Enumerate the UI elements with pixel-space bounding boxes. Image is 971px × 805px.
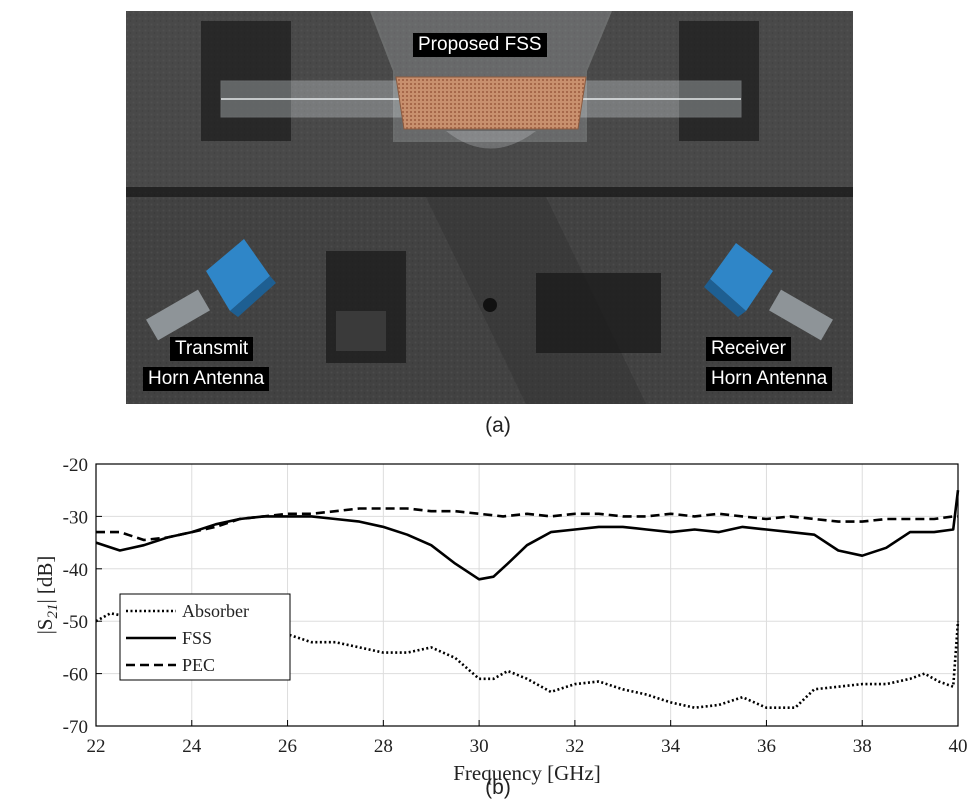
x-tick-label: 30: [470, 736, 489, 757]
legend-label-fss: FSS: [182, 628, 212, 648]
transmit-label-line2: Horn Antenna: [143, 367, 270, 391]
plot-frame: [95, 463, 959, 727]
measurement-setup-photo: Proposed FSS Transmit Horn Antenna Recei…: [126, 11, 853, 404]
legend-label-pec: PEC: [182, 655, 215, 675]
series-line-pec: [96, 507, 958, 542]
x-tick-label: 40: [949, 736, 968, 757]
x-tick-label: 32: [565, 736, 584, 757]
y-tick-label: -30: [63, 507, 88, 528]
x-tick-label: 22: [87, 736, 106, 757]
chart-series: [95, 490, 960, 709]
receiver-label-line2: Horn Antenna: [706, 367, 833, 391]
x-tick-labels: 22 24 26 28 30 32 34 36 38 40: [87, 736, 968, 757]
x-tick-label: 38: [853, 736, 872, 757]
x-tick-label: 24: [182, 736, 202, 757]
y-tick-label: -60: [63, 665, 88, 686]
y-tick-label: -20: [63, 455, 88, 476]
fss-label: Proposed FSS: [413, 33, 547, 57]
legend-label-absorber: Absorber: [182, 601, 249, 621]
chart-legend: Absorber FSS PEC: [119, 593, 291, 681]
y-tick-label: -70: [63, 717, 88, 738]
x-axis-label: Frequency [GHz]: [453, 761, 601, 785]
caption-a: (a): [485, 414, 511, 437]
x-tick-label: 28: [374, 736, 393, 757]
y-tick-label: -40: [63, 560, 88, 581]
series-line-fss: [95, 490, 960, 581]
x-tick-label: 36: [757, 736, 776, 757]
y-axis-label: |S21| [dB]: [33, 556, 61, 635]
y-tick-label: -50: [63, 612, 88, 633]
s21-chart: 22 24 26 28 30 32 34 36 38 40 -20-30-40-50-60-70 …: [33, 455, 968, 785]
receiver-label-line1: Receiver: [706, 337, 791, 361]
y-tick-labels: -20 -30 -40 -50 -60 -70: [63, 455, 88, 738]
measurement-setup-illustration: [126, 11, 853, 404]
x-tick-label: 26: [278, 736, 297, 757]
transmit-label-line1: Transmit: [170, 337, 254, 361]
caption-b: (b): [485, 776, 511, 799]
x-tick-label: 34: [661, 736, 681, 757]
